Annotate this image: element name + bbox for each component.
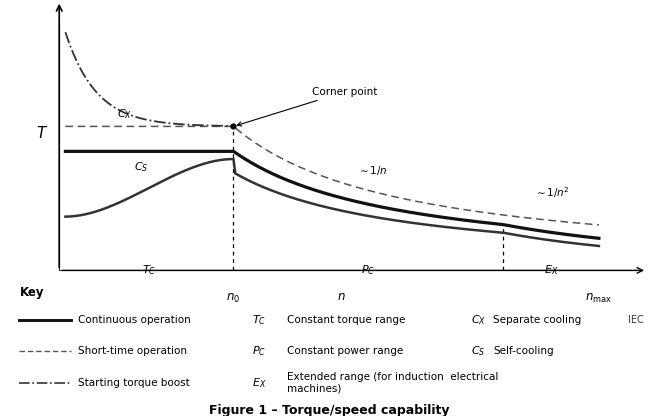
Text: Starting torque boost: Starting torque boost bbox=[78, 378, 190, 388]
Text: $\sim 1/n$: $\sim 1/n$ bbox=[357, 164, 388, 177]
Text: $T$: $T$ bbox=[36, 125, 49, 141]
Text: $P_C$: $P_C$ bbox=[361, 263, 376, 277]
Text: $C_S$: $C_S$ bbox=[471, 344, 486, 358]
Text: $E_X$: $E_X$ bbox=[544, 263, 559, 277]
Text: IEC: IEC bbox=[628, 315, 644, 325]
Text: Short-time operation: Short-time operation bbox=[78, 347, 186, 357]
Text: $n_0$: $n_0$ bbox=[226, 292, 241, 305]
Text: Constant power range: Constant power range bbox=[287, 347, 403, 357]
Text: Separate cooling: Separate cooling bbox=[494, 315, 582, 325]
Text: $n$: $n$ bbox=[338, 290, 346, 303]
Text: Corner point: Corner point bbox=[238, 87, 378, 126]
Text: $n_\mathrm{max}$: $n_\mathrm{max}$ bbox=[586, 292, 613, 305]
Text: $T_C$: $T_C$ bbox=[251, 313, 266, 327]
Text: Self-cooling: Self-cooling bbox=[494, 347, 554, 357]
Text: Extended range (for induction  electrical
machines): Extended range (for induction electrical… bbox=[287, 372, 499, 394]
Text: Key: Key bbox=[20, 285, 44, 299]
Text: Figure 1 – Torque/speed capability: Figure 1 – Torque/speed capability bbox=[209, 404, 449, 416]
Text: Constant torque range: Constant torque range bbox=[287, 315, 405, 325]
Text: $C_S$: $C_S$ bbox=[134, 161, 149, 174]
Text: $P_C$: $P_C$ bbox=[251, 344, 266, 358]
Text: Continuous operation: Continuous operation bbox=[78, 315, 190, 325]
Text: $\sim 1/n^2$: $\sim 1/n^2$ bbox=[534, 186, 570, 201]
Text: $C_X$: $C_X$ bbox=[117, 107, 132, 121]
Text: $C_X$: $C_X$ bbox=[471, 313, 486, 327]
Text: $E_X$: $E_X$ bbox=[251, 376, 266, 390]
Text: $T_C$: $T_C$ bbox=[142, 263, 156, 277]
